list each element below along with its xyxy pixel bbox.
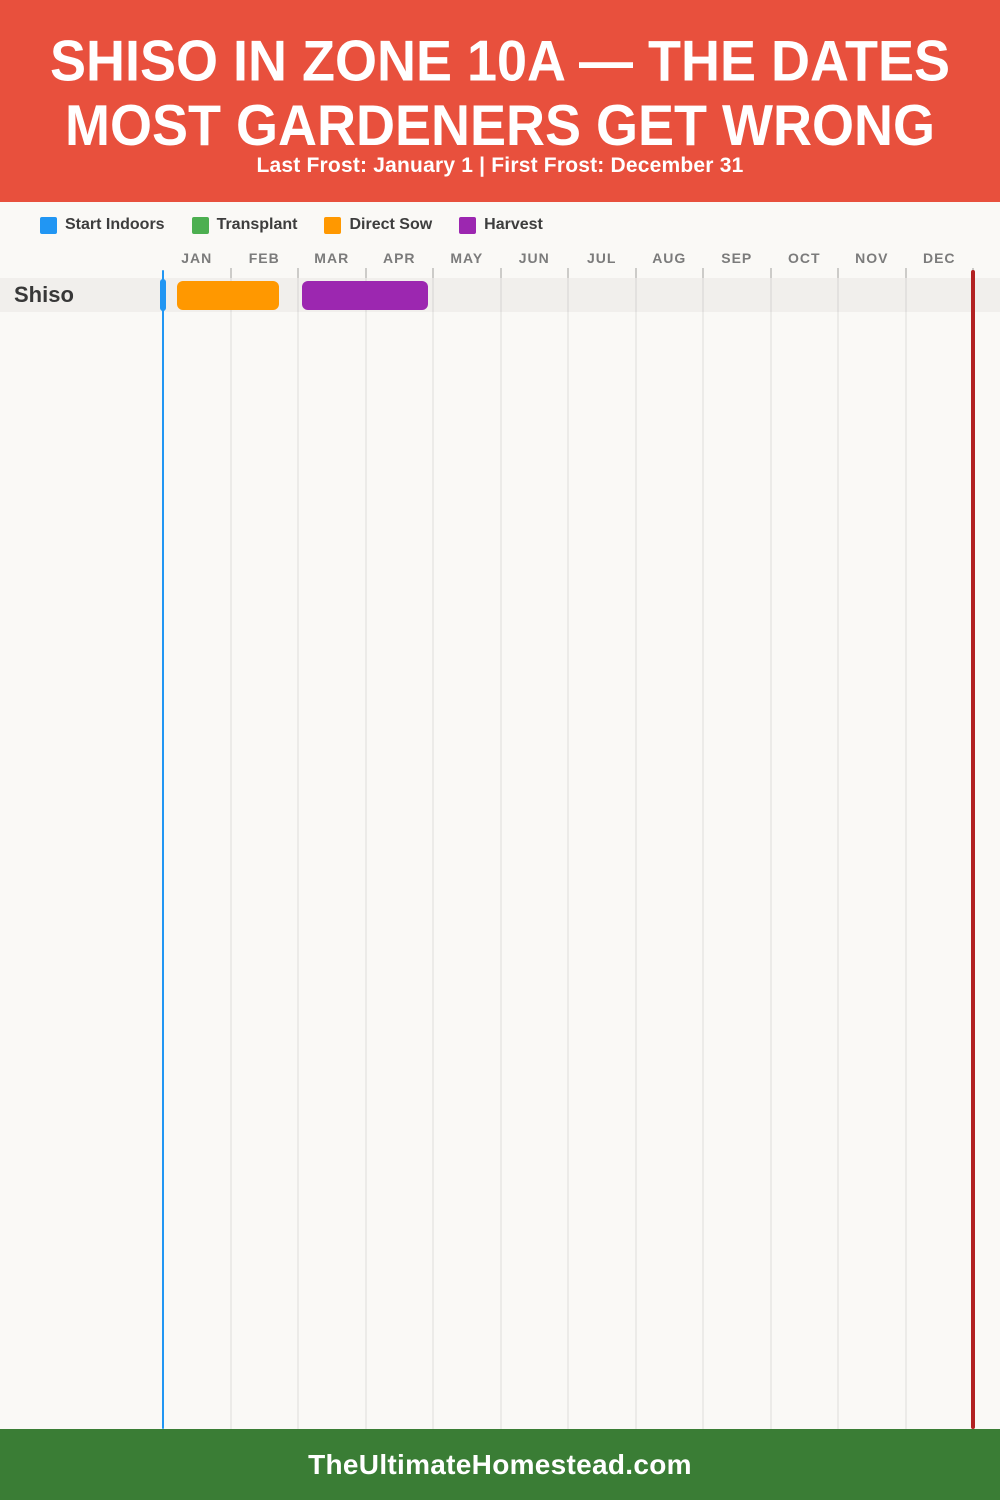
direct-sow-swatch-icon [324,216,342,234]
month-label-dec: DEC [922,250,956,266]
transplant-swatch-icon [191,216,209,234]
month-label-mar: MAR [314,250,350,266]
legend-label: Harvest [484,216,543,233]
frost-dates-subtitle: Last Frost: January 1 | First Frost: Dec… [256,154,744,177]
website-url: TheUltimateHomestead.com [308,1448,692,1480]
harvest-swatch-icon [459,216,477,234]
row-label-shiso: Shiso [14,282,74,307]
month-label-apr: APR [382,250,416,266]
month-gridline [634,278,637,1429]
month-gridline [837,278,839,1429]
row-background-shiso [0,278,1000,312]
month-label-sep: SEP [721,250,753,266]
legend-label: Transplant [216,216,298,233]
footer: TheUltimateHomestead.com [0,1429,1000,1500]
legend-item-transplant: Transplant [191,216,298,234]
month-label-nov: NOV [855,250,889,266]
month-gridline [702,278,704,1429]
month-tick [567,268,569,278]
harvest-bar [302,280,429,310]
month-label-aug: AUG [652,250,687,266]
month-tick [364,268,367,278]
month-tick [904,268,907,278]
month-gridline [364,278,367,1429]
month-tick [499,268,502,278]
month-tick [702,268,704,278]
legend-item-direct-sow: Direct Sow [324,216,432,234]
last-frost-line [161,270,165,1429]
month-tick [837,268,839,278]
month-label-jul: JUL [587,250,617,266]
start-indoors-swatch-icon [40,216,57,234]
direct-sow-bar [177,280,280,310]
month-label-feb: FEB [248,250,280,266]
legend: Start Indoors Transplant Direct Sow Harvest [40,214,543,236]
month-gridline [297,278,299,1429]
legend-item-start-indoors: Start Indoors [40,216,165,234]
month-tick [297,268,299,278]
month-gridline [904,278,907,1429]
month-gridline [499,278,502,1429]
legend-item-harvest: Harvest [459,216,543,234]
month-gridline [432,278,434,1429]
legend-label: Start Indoors [65,216,165,233]
month-gridline [567,278,569,1429]
first-frost-line [971,270,975,1429]
month-gridline [229,278,232,1429]
month-tick [634,268,637,278]
month-label-may: MAY [450,250,484,266]
month-label-oct: OCT [787,250,821,266]
month-tick [432,268,434,278]
month-label-jun: JUN [518,250,550,266]
title-line-2: MOST GARDENERS GET WRONG [64,94,935,158]
page-title: SHISO IN ZONE 10A — THE DATES MOST GARDEN… [0,0,1000,159]
month-label-jan: JAN [181,250,213,266]
header: SHISO IN ZONE 10A — THE DATES MOST GARDEN… [0,0,1000,202]
month-tick [229,268,232,278]
month-tick [769,268,772,278]
month-gridline [769,278,772,1429]
title-line-1: SHISO IN ZONE 10A — THE DATES [49,29,951,94]
legend-label: Direct Sow [349,216,433,233]
